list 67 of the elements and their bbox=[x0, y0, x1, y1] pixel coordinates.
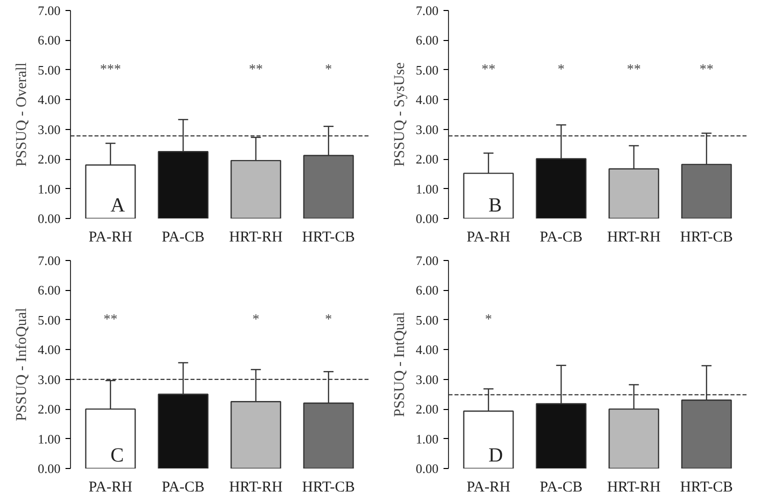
y-tick-label: 5.00 bbox=[38, 62, 60, 78]
y-tick-label: 6.00 bbox=[416, 282, 438, 298]
annotation: *** bbox=[100, 62, 121, 78]
x-tick-label: HRT-CB bbox=[302, 480, 355, 496]
x-tick-label: PA-CB bbox=[162, 480, 205, 496]
y-tick-label: 5.00 bbox=[38, 312, 60, 328]
annotation: * bbox=[558, 62, 565, 78]
annotation: ** bbox=[103, 312, 118, 328]
x-tick-label: PA-RH bbox=[88, 480, 132, 496]
annotation: * bbox=[484, 312, 492, 328]
x-tick-label: PA-CB bbox=[540, 480, 583, 496]
y-tick-label: 7.00 bbox=[416, 253, 438, 268]
y-tick-label: 2.00 bbox=[38, 402, 60, 417]
annotation: ** bbox=[700, 62, 714, 78]
y-tick-label: 1.00 bbox=[416, 181, 438, 196]
y-tick-label: 5.00 bbox=[416, 62, 438, 78]
y-tick-label: 7.00 bbox=[416, 3, 438, 18]
x-tick-label: HRT-RH bbox=[229, 230, 283, 246]
x-tick-label: HRT-CB bbox=[680, 230, 733, 246]
y-tick-label: 4.00 bbox=[416, 92, 438, 108]
annotation: ** bbox=[626, 62, 641, 78]
annotation: D bbox=[488, 444, 503, 466]
x-tick-label: HRT-RH bbox=[607, 230, 661, 246]
annotation: ** bbox=[481, 62, 496, 78]
y-axis-title: PSSUQ - InfoQual bbox=[14, 308, 30, 422]
annotation: * bbox=[325, 312, 332, 328]
y-tick-label: 4.00 bbox=[38, 342, 60, 358]
y-tick-label: 3.00 bbox=[38, 122, 60, 137]
y-tick-label: 1.00 bbox=[38, 181, 60, 196]
y-axis-title: PSSUQ - SysUse bbox=[392, 62, 408, 167]
annotation: A bbox=[110, 194, 126, 216]
y-tick-label: 4.00 bbox=[416, 342, 438, 358]
y-tick-label: 3.00 bbox=[416, 372, 438, 387]
y-tick-label: 7.00 bbox=[38, 3, 60, 18]
annotation: C bbox=[110, 444, 124, 466]
annotation: ** bbox=[248, 62, 263, 78]
y-tick-label: 0.00 bbox=[416, 211, 438, 226]
annotation: * bbox=[325, 62, 332, 78]
x-tick-label: PA-RH bbox=[466, 230, 510, 246]
y-tick-label: 1.00 bbox=[416, 431, 438, 446]
x-tick-label: PA-RH bbox=[88, 230, 132, 246]
y-tick-label: 0.00 bbox=[416, 461, 438, 476]
x-tick-label: PA-RH bbox=[466, 480, 510, 496]
y-tick-label: 6.00 bbox=[416, 32, 438, 48]
y-tick-label: 0.00 bbox=[38, 461, 60, 476]
y-tick-label: 4.00 bbox=[38, 92, 60, 108]
y-tick-label: 2.00 bbox=[38, 152, 60, 167]
y-tick-label: 2.00 bbox=[416, 152, 438, 167]
annotation: * bbox=[252, 312, 260, 328]
x-tick-label: HRT-CB bbox=[302, 230, 355, 246]
y-tick-label: 6.00 bbox=[38, 32, 60, 48]
y-tick-label: 2.00 bbox=[416, 402, 438, 417]
x-tick-label: PA-CB bbox=[540, 230, 583, 246]
x-tick-label: HRT-RH bbox=[229, 480, 283, 496]
x-tick-label: HRT-RH bbox=[607, 480, 661, 496]
annotation: B bbox=[488, 194, 502, 216]
y-tick-label: 6.00 bbox=[38, 282, 60, 298]
y-tick-label: 1.00 bbox=[38, 431, 60, 446]
y-tick-label: 7.00 bbox=[38, 253, 60, 268]
y-axis-title: PSSUQ - Overall bbox=[14, 62, 30, 167]
y-tick-label: 5.00 bbox=[416, 312, 438, 328]
y-tick-label: 3.00 bbox=[416, 122, 438, 137]
y-tick-label: 3.00 bbox=[38, 372, 60, 387]
y-tick-label: 0.00 bbox=[38, 211, 60, 226]
x-tick-label: HRT-CB bbox=[680, 480, 733, 496]
y-axis-title: PSSUQ - IntQual bbox=[392, 312, 408, 418]
x-tick-label: PA-CB bbox=[162, 230, 205, 246]
